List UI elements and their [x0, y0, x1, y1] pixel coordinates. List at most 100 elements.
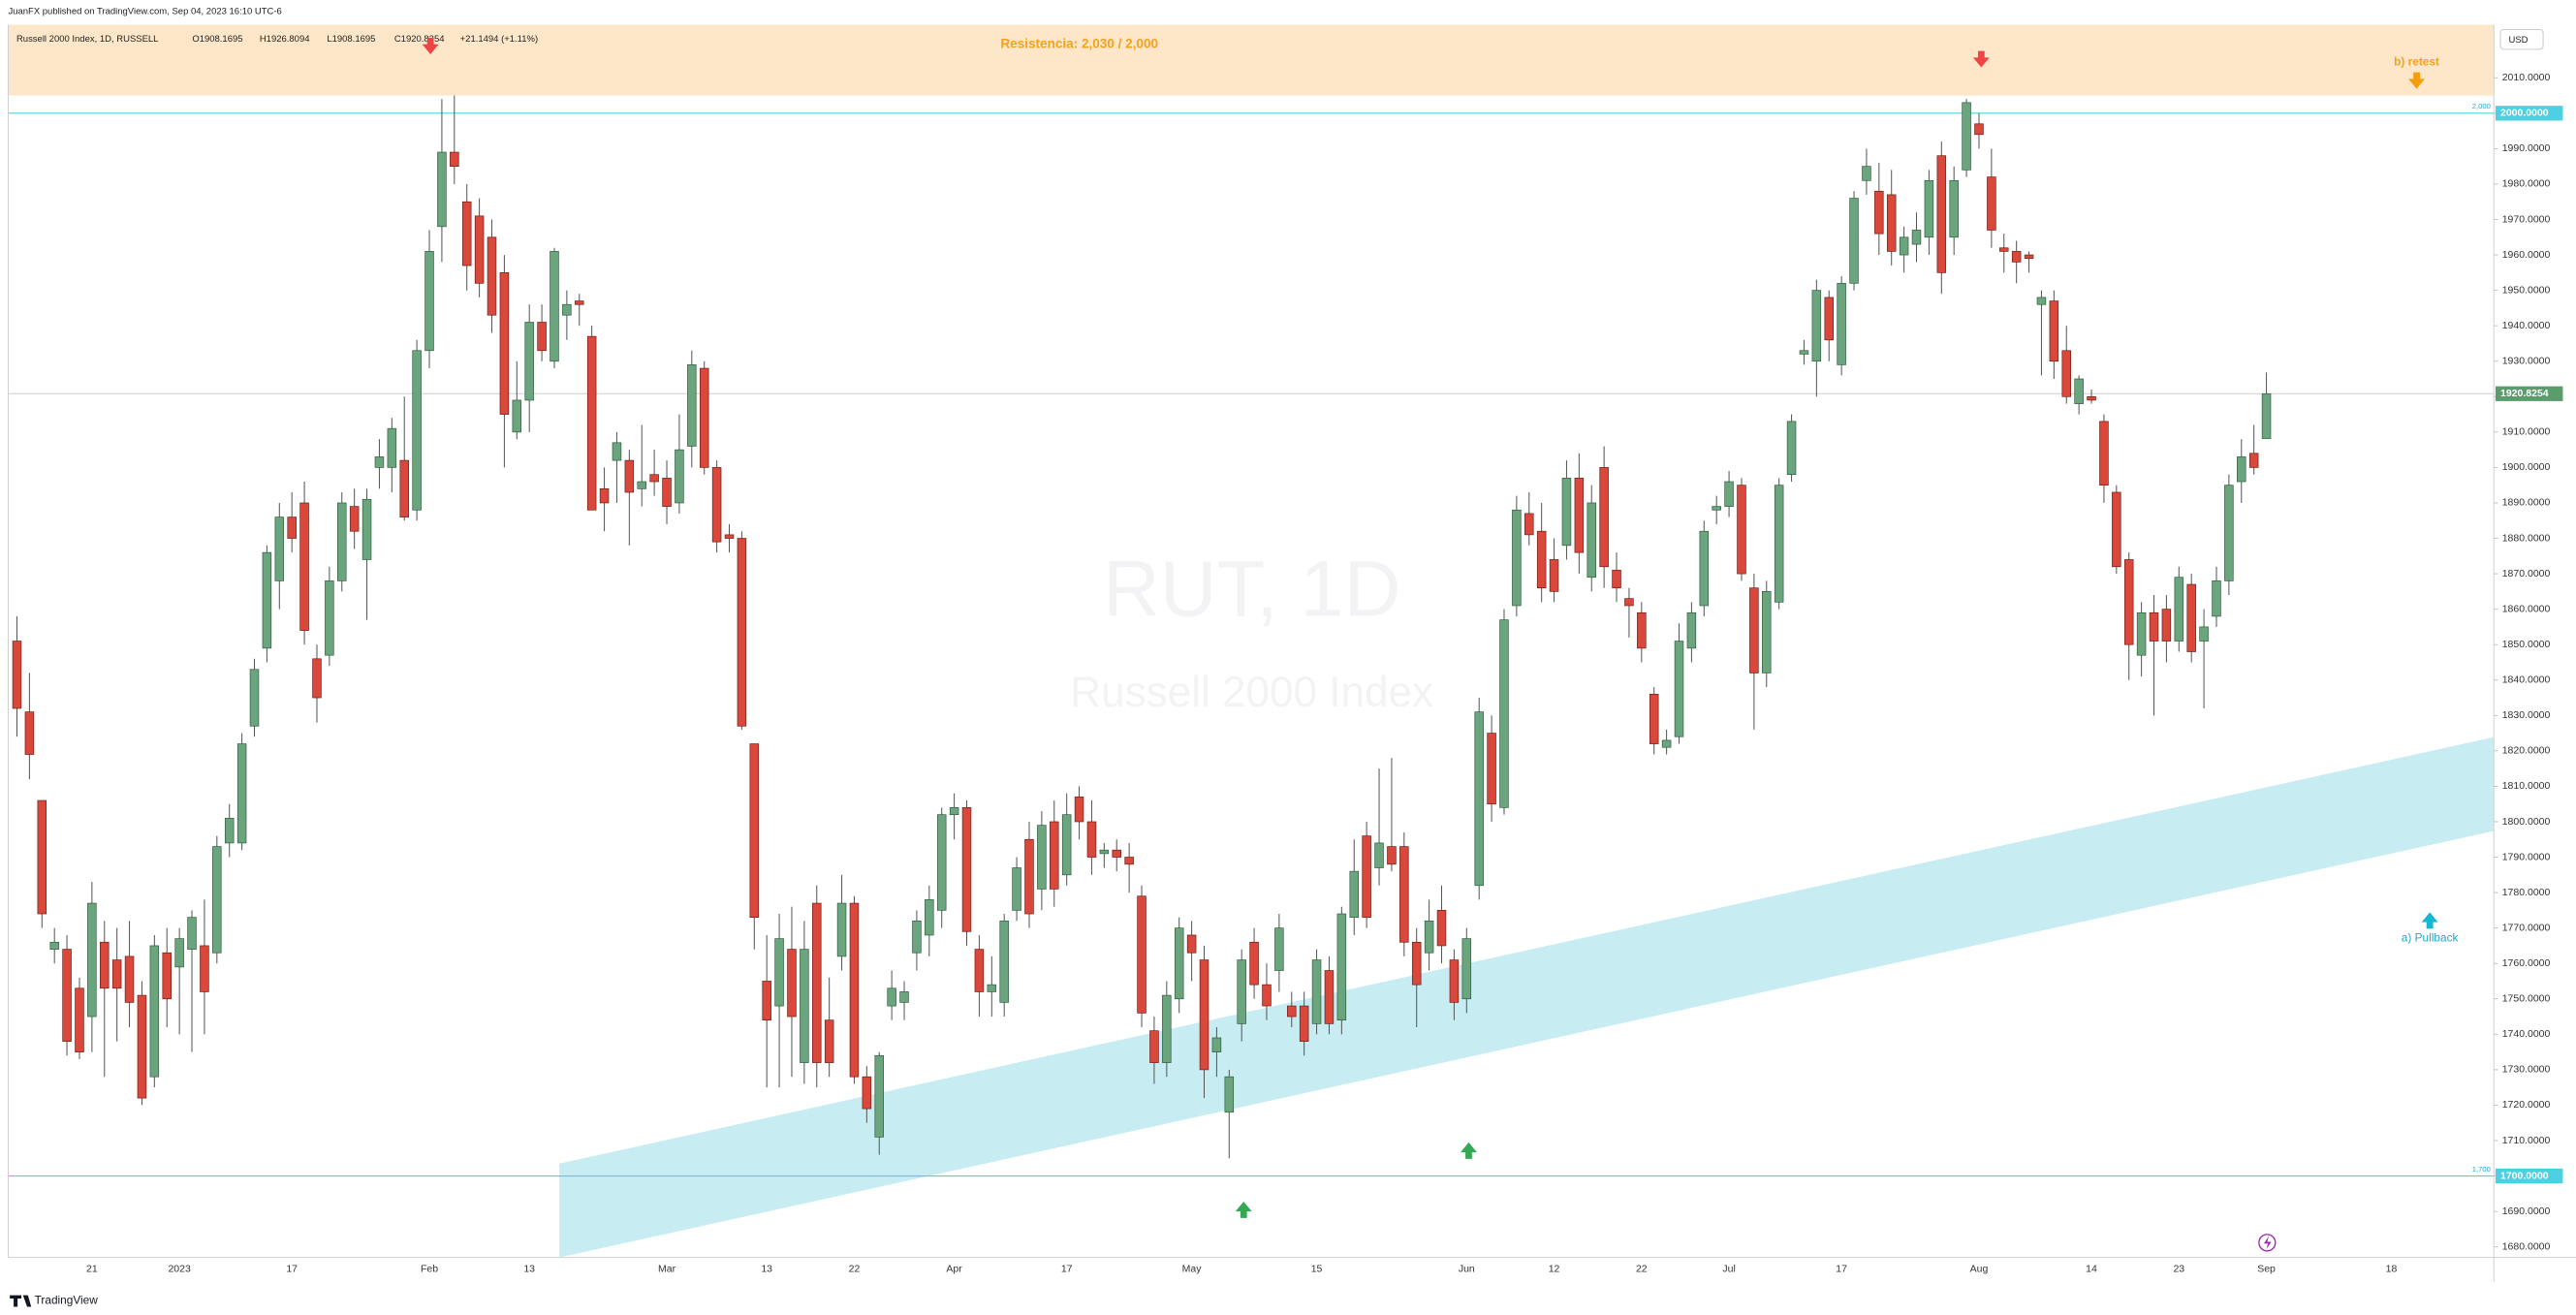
candle-body: [1899, 236, 1909, 256]
candle-body: [1974, 123, 1984, 136]
brand-logo: [10, 1295, 32, 1307]
candle-body: [1324, 970, 1335, 1024]
y-tick-label: 1740.0000: [2502, 1028, 2551, 1040]
candle-body: [1012, 867, 1021, 911]
x-tick-label: 2023: [168, 1263, 191, 1274]
y-tick-label: 1750.0000: [2502, 993, 2551, 1005]
event-icon[interactable]: [2258, 1234, 2277, 1252]
candle-body: [662, 478, 672, 507]
candle-body: [474, 215, 485, 284]
candle-body: [724, 534, 735, 539]
watermark: Russell 2000 Index: [1070, 669, 1433, 716]
candle-body: [1574, 478, 1585, 553]
candle-body: [1536, 530, 1547, 589]
candle-body: [2224, 485, 2234, 581]
candle-body: [1987, 176, 1996, 231]
candle-body: [1474, 711, 1484, 887]
candle-body: [524, 322, 534, 401]
candle-body: [162, 952, 172, 1000]
candle-body: [1124, 857, 1134, 865]
candle-body: [299, 502, 309, 631]
y-tick-label: 1930.0000: [2502, 356, 2551, 367]
candle-body: [1699, 530, 1710, 607]
candle-body: [1299, 1005, 1309, 1042]
candle-body: [1224, 1076, 1235, 1113]
y-tick-label: 1910.0000: [2502, 426, 2551, 438]
candle-body: [699, 367, 709, 468]
candle-body: [1461, 938, 1472, 1000]
y-tick-label: 1790.0000: [2502, 851, 2551, 862]
candle-body: [2186, 583, 2196, 652]
resistance-zone: [8, 24, 2495, 96]
candle-body: [1362, 835, 1371, 919]
candle-body: [1837, 282, 1846, 365]
candle-body: [2212, 580, 2221, 617]
x-tick-label: 17: [1061, 1263, 1073, 1274]
x-tick-label: 22: [849, 1263, 861, 1274]
candle-body: [274, 517, 285, 581]
candle-body: [949, 807, 959, 816]
candle-body: [649, 474, 659, 483]
arrow-up: [1235, 1201, 1252, 1218]
candle-body: [487, 236, 497, 316]
candle-body: [1024, 838, 1034, 915]
x-tick-label: Mar: [658, 1263, 676, 1274]
candle-body: [836, 902, 847, 957]
horizontal-line-label: 1,700: [2472, 1165, 2491, 1174]
currency: USD: [2508, 35, 2528, 46]
candle-body: [361, 498, 372, 560]
y-tick-label: 1870.0000: [2502, 568, 2551, 579]
candle-body: [2061, 350, 2071, 397]
candle-body: [1149, 1030, 1159, 1063]
candle-body: [1499, 619, 1509, 808]
y-tick-label: 1950.0000: [2502, 284, 2551, 296]
x-tick-label: Apr: [946, 1263, 962, 1274]
candle-body: [2024, 254, 2034, 260]
arrow-up: [2421, 912, 2438, 929]
y-tick-label: 1800.0000: [2502, 816, 2551, 828]
x-tick-label: May: [1182, 1263, 1203, 1274]
candle-body: [1211, 1037, 1222, 1052]
price-badge: [2495, 106, 2563, 121]
candle-body: [1586, 502, 1596, 579]
y-tick-label: 1820.0000: [2502, 745, 2551, 757]
x-tick-label: 21: [86, 1263, 98, 1274]
y-tick-label: 1690.0000: [2502, 1205, 2551, 1217]
candle-body: [762, 981, 771, 1021]
candle-body: [849, 902, 860, 1078]
candle-body: [1799, 350, 1809, 355]
event-icon-bolt: [2263, 1236, 2272, 1250]
ohlc-legend: L1908.1695: [327, 34, 375, 45]
candle-body: [212, 846, 222, 954]
candle-body: [1936, 155, 1947, 273]
candle-body: [1774, 485, 1784, 603]
published-note: JuanFX published on TradingView.com, Sep…: [8, 6, 281, 16]
x-tick-label: 23: [2173, 1263, 2184, 1274]
annotation: b) retest: [2394, 55, 2439, 69]
y-tick-label: 1710.0000: [2502, 1135, 2551, 1146]
candle-body: [925, 899, 934, 936]
candle-body: [537, 322, 547, 352]
candle-body: [1649, 694, 1659, 744]
y-tick-label: 1970.0000: [2502, 213, 2551, 225]
candle-body: [2074, 378, 2084, 404]
candle-body: [1137, 895, 1147, 1014]
candle-body: [1249, 941, 1259, 986]
x-tick-label: Jun: [1459, 1263, 1475, 1274]
candle-body: [899, 991, 909, 1003]
candle-body: [2123, 559, 2134, 645]
candle-body: [262, 551, 272, 649]
candle-body: [1387, 846, 1397, 865]
candle-body: [1762, 591, 1772, 673]
candle-body: [1862, 166, 1871, 181]
candle-body: [12, 641, 22, 709]
symbol-legend: Russell 2000 Index, 1D, RUSSELL: [16, 34, 159, 45]
candle-body: [1050, 821, 1059, 890]
candle-body: [1086, 821, 1097, 858]
candle-body: [1436, 910, 1447, 947]
y-tick-label: 1680.0000: [2502, 1240, 2551, 1252]
candle-body: [1074, 797, 1084, 823]
candle-body: [62, 949, 72, 1042]
